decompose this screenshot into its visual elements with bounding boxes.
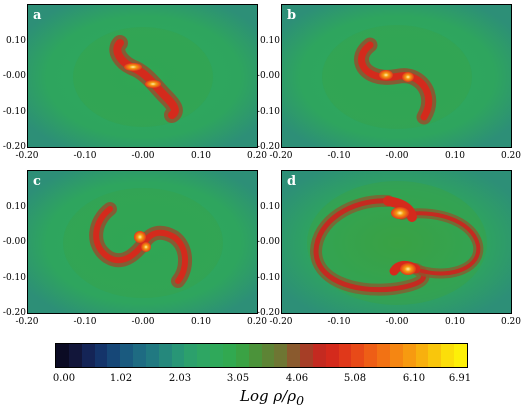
colorbar-tick-label: 3.05 xyxy=(226,373,250,384)
colorbar-swatch xyxy=(235,344,249,367)
colorbar-tick-label: 4.06 xyxy=(285,373,309,384)
x-tick-label: -0.00 xyxy=(385,317,409,327)
colorbar xyxy=(55,343,468,368)
density-panel-c: c xyxy=(27,170,258,314)
x-tick-label: -0.20 xyxy=(269,317,293,327)
colorbar-swatch xyxy=(338,344,352,367)
y-tick-label: -0.00 xyxy=(2,237,26,247)
colorbar-tick-label: 6.91 xyxy=(448,373,472,384)
x-tick-label: 0.20 xyxy=(246,317,268,327)
colorbar-swatch xyxy=(184,344,198,367)
y-tick-label: -0.20 xyxy=(256,308,280,318)
x-tick-label: -0.10 xyxy=(327,151,351,161)
x-tick-label: -0.00 xyxy=(131,317,155,327)
colorbar-swatch xyxy=(68,344,82,367)
colorbar-swatch xyxy=(325,344,339,367)
x-tick-label: 0.10 xyxy=(444,151,466,161)
colorbar-title-main: Log ρ/ρ xyxy=(240,387,297,405)
colorbar-swatch xyxy=(222,344,236,367)
colorbar-tick-label: 6.10 xyxy=(402,373,426,384)
x-tick-label: 0.10 xyxy=(190,317,212,327)
y-tick-label: 0.10 xyxy=(259,202,280,212)
density-map-a xyxy=(28,5,257,147)
colorbar-swatch xyxy=(261,344,275,367)
colorbar-swatch xyxy=(415,344,429,367)
colorbar-tick-label: 2.03 xyxy=(168,373,192,384)
y-tick-label: -0.20 xyxy=(256,142,280,152)
colorbar-swatch xyxy=(287,344,301,367)
x-tick-label: -0.20 xyxy=(15,317,39,327)
colorbar-swatch xyxy=(248,344,262,367)
colorbar-swatch xyxy=(351,344,365,367)
panel-label: c xyxy=(33,174,41,189)
colorbar-swatch xyxy=(171,344,185,367)
colorbar-swatch xyxy=(210,344,223,367)
colorbar-swatch xyxy=(377,344,390,367)
colorbar-swatch xyxy=(300,344,313,367)
panel-label: d xyxy=(287,174,297,189)
y-tick-label: -0.00 xyxy=(256,237,280,247)
y-tick-label: -0.10 xyxy=(256,273,280,283)
colorbar-tick-label: 0.00 xyxy=(52,373,76,384)
x-tick-label: -0.10 xyxy=(73,151,97,161)
y-tick-label: -0.00 xyxy=(256,71,280,81)
colorbar-swatch xyxy=(364,344,378,367)
colorbar-swatch xyxy=(402,344,416,367)
density-map-b xyxy=(282,5,511,147)
panel-label: b xyxy=(287,8,297,23)
density-panel-d: d xyxy=(281,170,512,314)
colorbar-swatch xyxy=(197,344,211,367)
colorbar-tick-label: 5.08 xyxy=(343,373,367,384)
colorbar-tick-label: 1.02 xyxy=(109,373,133,384)
colorbar-swatch xyxy=(312,344,326,367)
density-map-d xyxy=(282,171,511,313)
x-tick-label: -0.20 xyxy=(15,151,39,161)
colorbar-swatch xyxy=(158,344,172,367)
x-tick-label: 0.10 xyxy=(444,317,466,327)
y-tick-label: 0.10 xyxy=(5,202,26,212)
colorbar-swatch xyxy=(274,344,288,367)
colorbar-title: Log ρ/ρ0 xyxy=(240,387,304,408)
colorbar-title-subscript: 0 xyxy=(296,393,305,408)
density-map-c xyxy=(28,171,257,313)
x-tick-label: 0.20 xyxy=(500,151,522,161)
colorbar-swatch xyxy=(441,344,455,367)
colorbar-swatch xyxy=(389,344,403,367)
colorbar-swatch xyxy=(120,344,134,367)
x-tick-label: -0.00 xyxy=(131,151,155,161)
colorbar-swatch xyxy=(145,344,159,367)
x-tick-label: -0.10 xyxy=(327,317,351,327)
y-tick-label: 0.10 xyxy=(5,36,26,46)
panel-label: a xyxy=(33,8,42,23)
x-tick-label: -0.10 xyxy=(73,317,97,327)
colorbar-swatch xyxy=(56,344,69,367)
y-tick-label: -0.10 xyxy=(256,107,280,117)
colorbar-swatch xyxy=(81,344,95,367)
y-tick-label: -0.00 xyxy=(2,71,26,81)
y-tick-label: -0.20 xyxy=(2,308,26,318)
colorbar-swatch xyxy=(428,344,442,367)
colorbar-swatch xyxy=(107,344,121,367)
y-tick-label: 0.10 xyxy=(259,36,280,46)
colorbar-swatch xyxy=(454,344,467,367)
x-tick-label: -0.00 xyxy=(385,151,409,161)
density-panel-a: a xyxy=(27,4,258,148)
y-tick-label: -0.10 xyxy=(2,107,26,117)
y-tick-label: -0.10 xyxy=(2,273,26,283)
x-tick-label: 0.20 xyxy=(246,151,268,161)
x-tick-label: 0.20 xyxy=(500,317,522,327)
colorbar-swatch xyxy=(94,344,108,367)
x-tick-label: -0.20 xyxy=(269,151,293,161)
x-tick-label: 0.10 xyxy=(190,151,212,161)
colorbar-swatch xyxy=(133,344,146,367)
y-tick-label: -0.20 xyxy=(2,142,26,152)
density-panel-b: b xyxy=(281,4,512,148)
